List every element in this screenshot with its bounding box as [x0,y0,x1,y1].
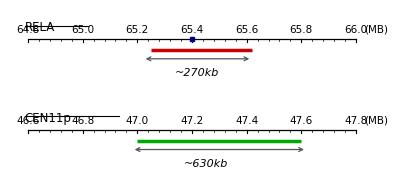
Text: 65.8: 65.8 [290,25,313,35]
Text: ~630kb: ~630kb [184,159,228,169]
Text: 65.0: 65.0 [71,25,94,35]
Text: (MB): (MB) [364,116,388,125]
Text: CEN11p: CEN11p [25,112,72,125]
Text: 65.2: 65.2 [126,25,149,35]
Text: 47.2: 47.2 [180,116,204,125]
Text: 47.0: 47.0 [126,116,149,125]
Text: 66.0: 66.0 [344,25,368,35]
Text: 65.4: 65.4 [180,25,204,35]
Text: 65.6: 65.6 [235,25,258,35]
Text: 47.6: 47.6 [290,116,313,125]
Text: 47.8: 47.8 [344,116,368,125]
Text: 46.6: 46.6 [16,116,40,125]
Text: RELA: RELA [25,21,55,34]
Text: 47.4: 47.4 [235,116,258,125]
Text: 46.8: 46.8 [71,116,94,125]
Text: (MB): (MB) [364,25,388,35]
Text: 64.8: 64.8 [16,25,40,35]
Text: ~270kb: ~270kb [175,68,220,78]
